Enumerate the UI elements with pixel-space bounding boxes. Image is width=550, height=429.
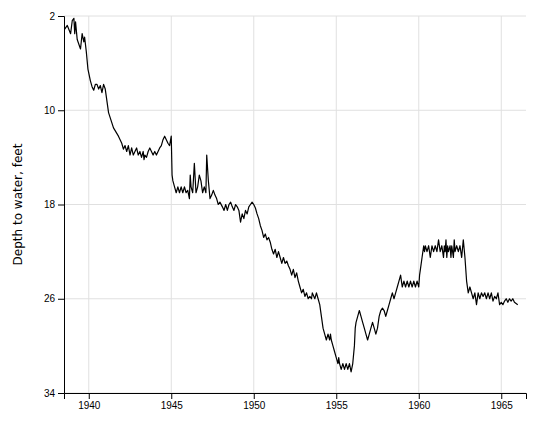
y-tick-mark (58, 205, 64, 206)
y-grid-line (64, 110, 526, 111)
y-tick-label: 2 (49, 11, 55, 22)
y-axis: 2 10 18 26 34 (44, 11, 65, 399)
x-tick-mark (171, 393, 172, 399)
data-line (64, 18, 518, 371)
x-tick-label: 1945 (161, 400, 184, 411)
x-tick: 1965 (491, 393, 514, 411)
y-tick-label: 26 (44, 293, 56, 304)
grid (64, 16, 526, 393)
x-tick-label: 1940 (78, 400, 101, 411)
y-tick: 10 (44, 105, 64, 116)
y-tick-mark (58, 110, 64, 111)
y-tick: 18 (44, 199, 64, 210)
plot-area (64, 18, 518, 371)
y-grid-line (64, 298, 526, 299)
y-tick-mark (58, 16, 64, 17)
x-tick: 1940 (78, 393, 101, 411)
x-tick-label: 1960 (408, 400, 431, 411)
y-tick-mark (58, 393, 64, 394)
y-tick: 34 (44, 388, 64, 399)
x-tick-mark (501, 393, 502, 399)
y-tick: 26 (44, 293, 64, 304)
x-axis-line (65, 394, 527, 400)
x-tick: 1950 (243, 393, 266, 411)
x-tick-mark (419, 393, 420, 399)
y-tick-label: 10 (44, 105, 56, 116)
x-tick: 1960 (408, 393, 431, 411)
y-tick-mark (58, 299, 64, 300)
x-tick-label: 1955 (326, 400, 349, 411)
y-tick-label: 34 (44, 388, 56, 399)
y-grid-line (64, 16, 526, 17)
x-axis: 1940 1945 1950 1955 1960 1965 (65, 393, 527, 411)
x-tick-mark (254, 393, 255, 399)
y-tick-label: 18 (44, 199, 56, 210)
y-axis-title: Depth to water, feet (11, 143, 25, 265)
y-grid-line (64, 204, 526, 205)
x-tick-mark (336, 393, 337, 399)
x-tick-label: 1950 (243, 400, 266, 411)
x-tick-mark (89, 393, 90, 399)
chart: 1940 1945 1950 1955 1960 1965 2 10 18 26 34 Depth t… (0, 0, 550, 429)
x-tick: 1955 (326, 393, 349, 411)
x-tick: 1945 (161, 393, 184, 411)
y-axis-line (58, 17, 65, 394)
y-tick: 2 (49, 11, 64, 22)
x-tick-label: 1965 (491, 400, 514, 411)
